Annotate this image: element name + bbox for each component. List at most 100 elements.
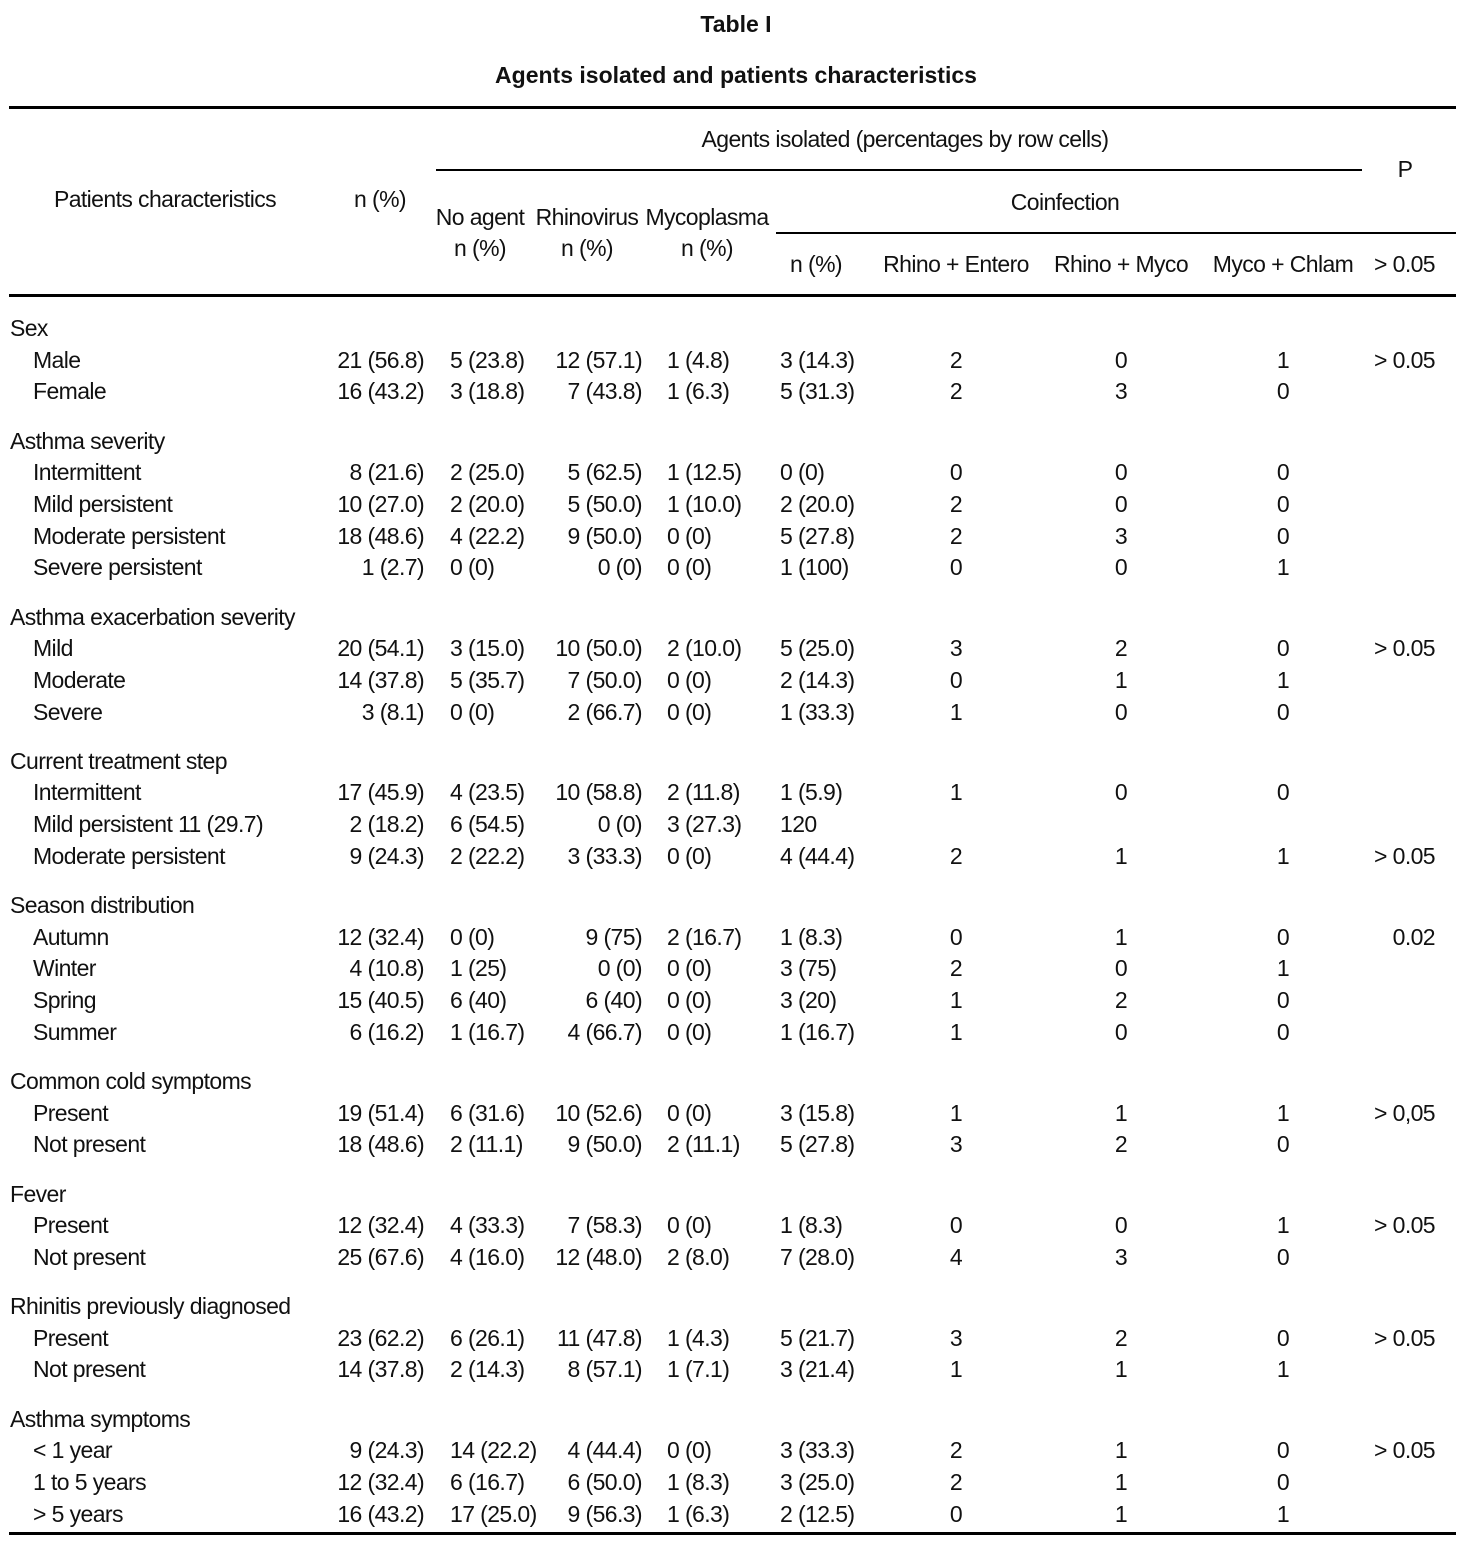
- cell-mycoplasma: 0 (0): [667, 1437, 712, 1464]
- cell-no-agent: 4 (33.3): [450, 1212, 525, 1239]
- cell-mycoplasma: 0 (0): [667, 1212, 712, 1239]
- cell-rhino-entero: 2: [949, 955, 963, 982]
- cell-coinfection-n-pct: 1 (100): [780, 554, 849, 581]
- cell-no-agent: 6 (26.1): [450, 1324, 525, 1351]
- cell-p-value: [1356, 552, 1435, 584]
- cell-myco-chlam: 0: [1276, 1131, 1290, 1158]
- cell-mycoplasma: 0 (0): [667, 987, 712, 1014]
- table-row: Moderate persistent 9 (24.3) 2 (22.2) 3 (33…: [0, 841, 1472, 873]
- cell-mycoplasma: 1 (6.3): [667, 378, 730, 405]
- cell-rhino-myco: 0: [1114, 346, 1128, 373]
- cell-p-value: [1356, 521, 1435, 553]
- cell-rhinovirus: 5 (62.5): [567, 459, 643, 486]
- cell-p-value: > 0.05: [1374, 1324, 1436, 1351]
- cell-label: Present: [33, 1212, 109, 1239]
- cell-n-pct: 19 (51.4): [337, 1099, 424, 1126]
- cell-coinfection-n-pct: 5 (31.3): [780, 378, 855, 405]
- cell-rhinovirus: 9 (50.0): [567, 1131, 643, 1158]
- table-row: Present 23 (62.2) 6 (26.1) 11 (47.8) 1 (4.3)…: [0, 1323, 1472, 1355]
- cell-rhino-myco: 3: [1114, 1243, 1128, 1270]
- group-header: Common cold symptoms: [0, 1066, 1472, 1098]
- table-row: Autumn 12 (32.4) 0 (0) 9 (75) 2 (16.7) 1 (8.3…: [0, 922, 1472, 954]
- cell-no-agent: 17 (25.0): [450, 1500, 537, 1527]
- cell-p-value: [1356, 1467, 1435, 1499]
- cell-myco-chlam: 0: [1276, 1324, 1290, 1351]
- cell-coinfection-n-pct: 1 (33.3): [780, 698, 855, 725]
- group-header: Asthma exacerbation severity: [0, 602, 1472, 634]
- cell-rhino-entero: 1: [949, 1099, 963, 1126]
- cell-mycoplasma: 0 (0): [667, 666, 712, 693]
- cell-rhino-myco: 1: [1114, 1469, 1128, 1495]
- cell-label: > 5 years: [33, 1500, 123, 1527]
- table-row: Female 16 (43.2) 3 (18.8) 7 (43.8) 1 (6.3) 5 …: [0, 376, 1472, 408]
- cell-no-agent: 0 (0): [450, 554, 495, 581]
- cell-n-pct: 12 (32.4): [337, 1212, 424, 1239]
- cell-label: Moderate: [33, 666, 126, 693]
- no-agent-n-pct: n (%): [454, 235, 507, 261]
- mycoplasma-n-pct: n (%): [681, 235, 734, 261]
- cell-n-pct: 4 (10.8): [349, 955, 425, 982]
- cell-n-pct: 8 (21.6): [349, 459, 425, 486]
- myco-chlam-header: Myco + Chlam: [1212, 251, 1354, 277]
- cell-mycoplasma: 0 (0): [667, 554, 712, 581]
- cell-n-pct: 25 (67.6): [337, 1243, 424, 1270]
- cell-n-pct: 9 (24.3): [349, 1437, 425, 1464]
- cell-n-pct: 3 (8.1): [361, 698, 425, 725]
- cell-no-agent: 2 (25.0): [450, 459, 525, 486]
- cell-rhinovirus: 0 (0): [597, 554, 643, 581]
- cell-coinfection-n-pct: 2 (12.5): [780, 1500, 855, 1527]
- group-label: Rhinitis previously diagnosed: [10, 1293, 291, 1320]
- cell-p-value: [1356, 985, 1435, 1017]
- cell-no-agent: 6 (31.6): [450, 1099, 525, 1126]
- cell-p-value: 0.02: [1392, 923, 1436, 950]
- group-header: Asthma severity: [0, 426, 1472, 458]
- cell-label: Moderate persistent: [33, 522, 225, 549]
- cell-myco-chlam: 1: [1276, 554, 1290, 581]
- rhino-entero-header: Rhino + Entero: [883, 251, 1029, 277]
- cell-p-value: [1356, 697, 1435, 729]
- table-row: Winter 4 (10.8) 1 (25) 0 (0) 0 (0) 3 (75) 2 0 1: [0, 953, 1472, 985]
- cell-n-pct: 12 (32.4): [337, 923, 424, 950]
- cell-myco-chlam: 0: [1276, 987, 1290, 1014]
- cell-p-value: > 0.05: [1374, 1437, 1436, 1464]
- cell-rhino-entero: 0: [949, 459, 963, 486]
- cell-label: Moderate persistent: [33, 842, 225, 869]
- cell-rhino-entero: 1: [949, 779, 963, 806]
- cell-label: < 1 year: [33, 1437, 113, 1464]
- cell-rhino-myco: 1: [1114, 923, 1128, 950]
- cell-rhino-entero: 3: [949, 1324, 963, 1351]
- cell-myco-chlam: 0: [1276, 1437, 1290, 1464]
- no-agent-header: No agent: [435, 204, 525, 230]
- cell-rhino-entero: 2: [949, 522, 963, 549]
- cell-coinfection-n-pct: 3 (75): [780, 955, 837, 982]
- cell-rhino-myco: 2: [1114, 635, 1128, 662]
- group-label: Current treatment step: [10, 747, 228, 774]
- cell-n-pct: 1 (2.7): [361, 554, 425, 581]
- cell-myco-chlam: 0: [1276, 1243, 1290, 1270]
- cell-rhino-entero: 0: [949, 1212, 963, 1239]
- cell-myco-chlam: 0: [1276, 698, 1290, 725]
- header-rule: [9, 294, 1456, 297]
- cell-coinfection-n-pct: 4 (44.4): [780, 842, 855, 869]
- cell-rhino-entero: 1: [949, 1356, 963, 1383]
- table-row: Mild 20 (54.1) 3 (15.0) 10 (50.0) 2 (10.0) 5 …: [0, 633, 1472, 665]
- cell-rhino-myco: 1: [1114, 1437, 1128, 1464]
- cell-rhino-myco: 2: [1114, 987, 1128, 1014]
- cell-myco-chlam: 0: [1276, 522, 1290, 549]
- cell-n-pct: 14 (37.8): [337, 666, 424, 693]
- table-row: Not present 18 (48.6) 2 (11.1) 9 (50.0) 2 (1…: [0, 1129, 1472, 1161]
- cell-rhinovirus: 3 (33.3): [567, 842, 643, 869]
- cell-no-agent: 1 (25): [450, 955, 507, 982]
- cell-mycoplasma: 2 (11.8): [667, 779, 740, 806]
- cell-rhino-myco: 0: [1114, 698, 1128, 725]
- top-rule: [9, 106, 1456, 109]
- cell-no-agent: 4 (16.0): [450, 1243, 525, 1270]
- group-label: Asthma symptoms: [10, 1405, 191, 1432]
- table-row: < 1 year 9 (24.3) 14 (22.2) 4 (44.4) 0 (0) 3 …: [0, 1435, 1472, 1467]
- group-label: Asthma severity: [10, 427, 165, 454]
- group-label: Season distribution: [10, 892, 195, 918]
- cell-rhino-entero: 2: [949, 1437, 963, 1464]
- cell-label: Mild persistent: [33, 490, 173, 517]
- cell-mycoplasma: 0 (0): [667, 698, 712, 725]
- cell-rhinovirus: 2 (66.7): [567, 698, 643, 725]
